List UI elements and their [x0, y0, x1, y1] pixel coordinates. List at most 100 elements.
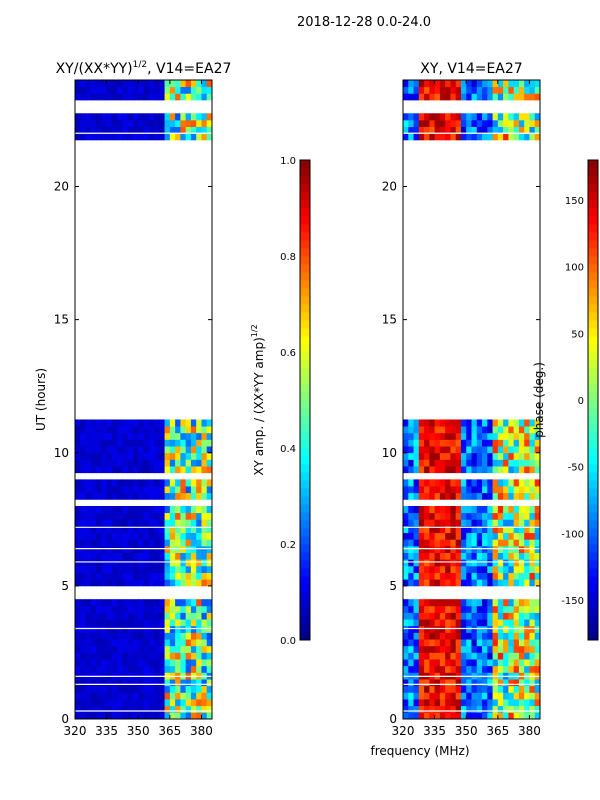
heatmap-cell: [75, 80, 81, 88]
heatmap-cell: [503, 133, 509, 141]
heatmap-cell: [460, 692, 467, 700]
heatmap-cell: [80, 539, 86, 547]
heatmap-cell: [143, 679, 150, 687]
heatmap-cell: [132, 599, 139, 607]
heatmap-cell: [471, 113, 478, 121]
heatmap-cell: [476, 679, 483, 687]
heatmap-cell: [185, 512, 192, 520]
heatmap-cell: [117, 426, 123, 434]
colorbar-segment: [300, 376, 310, 385]
heatmap-cell: [154, 512, 160, 520]
heatmap-cell: [524, 652, 530, 660]
heatmap-cell: [143, 86, 150, 94]
heatmap-cell: [138, 492, 144, 500]
heatmap-cell: [513, 133, 520, 141]
heatmap-cell: [90, 679, 97, 687]
heatmap-cell: [132, 545, 139, 553]
heatmap-cell: [122, 565, 129, 573]
heatmap-cell: [460, 466, 467, 474]
heatmap-cell: [117, 705, 123, 713]
heatmap-cell: [75, 605, 81, 613]
heatmap-cell: [460, 452, 467, 460]
heatmap-cell: [460, 86, 467, 94]
heatmap-cell: [482, 705, 488, 713]
heatmap-cell: [503, 492, 509, 500]
heatmap-cell: [450, 699, 457, 707]
heatmap-cell: [154, 565, 160, 573]
heatmap-cell: [492, 579, 499, 587]
heatmap-cell: [508, 572, 515, 580]
heatmap-cell: [471, 652, 478, 660]
heatmap-cell: [413, 446, 420, 454]
heatmap-cell: [132, 699, 139, 707]
heatmap-cell: [85, 579, 92, 587]
heatmap-cell: [513, 486, 520, 494]
heatmap-cell: [497, 565, 504, 573]
heatmap-cell: [90, 492, 97, 500]
heatmap-cell: [148, 559, 155, 567]
heatmap-cell: [529, 479, 536, 487]
heatmap-cell: [185, 619, 192, 627]
colorbar-tick-label: -150: [561, 596, 584, 607]
heatmap-cell: [190, 539, 197, 547]
colorbar-segment: [300, 384, 310, 393]
heatmap-cell: [169, 492, 176, 500]
colorbar-segment: [588, 296, 598, 305]
heatmap-cell: [424, 579, 430, 587]
heatmap-cell: [450, 432, 457, 440]
heatmap-cell: [513, 452, 520, 460]
heatmap-cell: [503, 80, 509, 88]
heatmap-cell: [190, 565, 197, 573]
heatmap-cell: [90, 126, 97, 134]
heatmap-cell: [487, 486, 493, 494]
heatmap-cell: [169, 459, 176, 467]
heatmap-cell: [418, 692, 425, 700]
colorbar-segment: [300, 512, 310, 521]
heatmap-cell: [154, 86, 160, 94]
heatmap-cell: [164, 539, 171, 547]
heatmap-cell: [90, 665, 97, 673]
heatmap-cell: [524, 519, 530, 527]
heatmap-cell: [122, 486, 129, 494]
heatmap-cell: [429, 432, 436, 440]
heatmap-cell: [164, 565, 171, 573]
heatmap-cell: [132, 712, 139, 720]
heatmap-cell: [429, 466, 436, 474]
heatmap-cell: [80, 652, 86, 660]
heatmap-cell: [503, 452, 509, 460]
heatmap-cell: [169, 466, 176, 474]
heatmap-cell: [424, 692, 430, 700]
heatmap-cell: [180, 705, 187, 713]
heatmap-cell: [148, 632, 155, 640]
heatmap-cell: [482, 126, 488, 134]
heatmap-cell: [476, 426, 483, 434]
heatmap-cell: [175, 645, 181, 653]
heatmap-cell: [80, 80, 86, 88]
heatmap-cell: [497, 625, 504, 633]
heatmap-cell: [450, 86, 457, 94]
colorbar-segment: [588, 208, 598, 217]
heatmap-cell: [132, 665, 139, 673]
heatmap-cell: [434, 545, 441, 553]
heatmap-cell: [503, 632, 509, 640]
heatmap-cell: [497, 705, 504, 713]
heatmap-cell: [476, 559, 483, 567]
heatmap-cell: [455, 545, 462, 553]
heatmap-cell: [96, 679, 102, 687]
heatmap-cell: [434, 133, 441, 141]
heatmap-cell: [403, 519, 409, 527]
heatmap-cell: [90, 133, 97, 141]
heatmap-cell: [429, 545, 436, 553]
heatmap-cell: [482, 712, 488, 720]
heatmap-cell: [85, 705, 92, 713]
heatmap-cell: [529, 419, 536, 427]
heatmap-cell: [487, 645, 493, 653]
heatmap-cell: [196, 699, 202, 707]
heatmap-cell: [201, 486, 208, 494]
heatmap-cell: [101, 479, 108, 487]
heatmap-cell: [196, 572, 202, 580]
heatmap-cell: [450, 619, 457, 627]
heatmap-cell: [424, 712, 430, 720]
heatmap-cell: [196, 599, 202, 607]
heatmap-cell: [201, 652, 208, 660]
